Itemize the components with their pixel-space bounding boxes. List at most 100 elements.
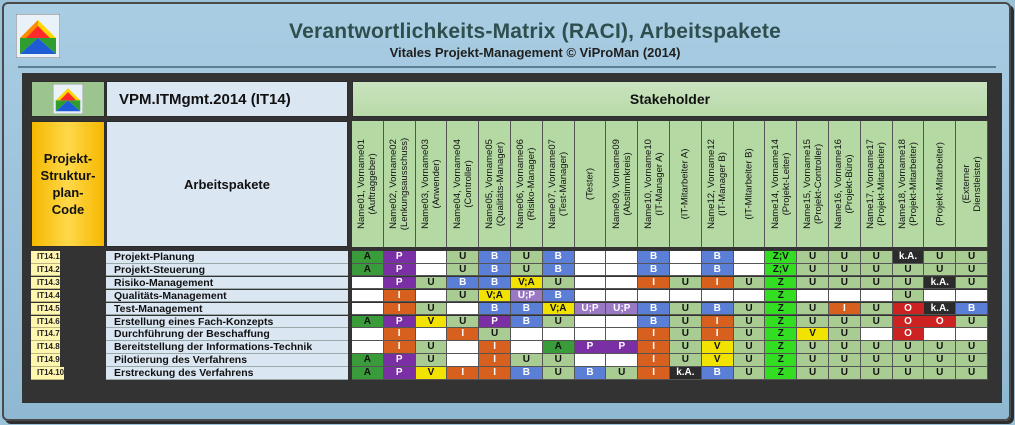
raci-cell[interactable]: U: [892, 263, 925, 277]
raci-cell[interactable]: U: [511, 263, 543, 277]
raci-cell[interactable]: U: [670, 315, 702, 328]
raci-cell[interactable]: V: [415, 367, 448, 380]
raci-cell[interactable]: [352, 341, 384, 354]
raci-cell[interactable]: I: [479, 341, 511, 354]
raci-cell[interactable]: U: [542, 315, 575, 328]
raci-cell[interactable]: A: [352, 263, 384, 277]
raci-cell[interactable]: [606, 263, 639, 277]
raci-cell[interactable]: U: [860, 276, 893, 290]
raci-cell[interactable]: B: [511, 302, 543, 316]
raci-cell[interactable]: V;A: [511, 276, 543, 290]
raci-cell[interactable]: U: [956, 315, 988, 328]
raci-cell[interactable]: U: [956, 354, 988, 367]
raci-cell[interactable]: I: [829, 302, 861, 316]
raci-cell[interactable]: B: [956, 302, 988, 316]
raci-cell[interactable]: U: [415, 341, 448, 354]
raci-cell[interactable]: U: [733, 276, 766, 290]
raci-cell[interactable]: [415, 328, 448, 341]
raci-cell[interactable]: U;P: [606, 302, 639, 316]
raci-cell[interactable]: [574, 263, 607, 277]
raci-cell[interactable]: U: [829, 367, 861, 380]
raci-cell[interactable]: B: [511, 315, 543, 328]
raci-cell[interactable]: V: [701, 354, 734, 367]
raci-cell[interactable]: U: [892, 367, 925, 380]
raci-cell[interactable]: U: [924, 251, 957, 264]
raci-cell[interactable]: I: [701, 315, 734, 328]
raci-cell[interactable]: U: [956, 367, 988, 380]
raci-cell[interactable]: U: [892, 276, 925, 290]
raci-cell[interactable]: U: [829, 341, 861, 354]
raci-cell[interactable]: A: [352, 354, 384, 367]
raci-cell[interactable]: [606, 251, 639, 264]
raci-cell[interactable]: U: [542, 354, 575, 367]
raci-cell[interactable]: U: [733, 341, 766, 354]
raci-cell[interactable]: I: [701, 328, 734, 341]
raci-cell[interactable]: [574, 276, 607, 290]
raci-cell[interactable]: [606, 289, 639, 303]
raci-cell[interactable]: V: [701, 341, 734, 354]
raci-cell[interactable]: [670, 263, 702, 277]
raci-cell[interactable]: B: [638, 302, 670, 316]
raci-cell[interactable]: U: [956, 263, 988, 277]
raci-cell[interactable]: [447, 354, 480, 367]
raci-cell[interactable]: [606, 354, 639, 367]
raci-cell[interactable]: U: [670, 341, 702, 354]
raci-cell[interactable]: P: [574, 341, 607, 354]
raci-cell[interactable]: I: [701, 276, 734, 290]
raci-cell[interactable]: B: [638, 315, 670, 328]
raci-cell[interactable]: [574, 289, 607, 303]
raci-cell[interactable]: [606, 328, 639, 341]
raci-cell[interactable]: Z;V: [765, 251, 798, 264]
raci-cell[interactable]: B: [479, 276, 511, 290]
raci-cell[interactable]: U: [892, 289, 925, 303]
raci-cell[interactable]: U: [733, 367, 766, 380]
raci-cell[interactable]: U: [606, 367, 639, 380]
raci-cell[interactable]: B: [479, 263, 511, 277]
raci-cell[interactable]: I: [447, 367, 480, 380]
raci-cell[interactable]: B: [638, 251, 670, 264]
raci-cell[interactable]: I: [479, 354, 511, 367]
raci-cell[interactable]: U: [924, 367, 957, 380]
raci-cell[interactable]: A: [352, 315, 384, 328]
raci-cell[interactable]: B: [447, 276, 480, 290]
raci-cell[interactable]: B: [542, 251, 575, 264]
raci-cell[interactable]: I: [638, 341, 670, 354]
raci-cell[interactable]: [606, 315, 639, 328]
raci-cell[interactable]: V;A: [542, 302, 575, 316]
raci-cell[interactable]: U;P: [511, 289, 543, 303]
raci-cell[interactable]: B: [701, 251, 734, 264]
raci-cell[interactable]: [924, 328, 957, 341]
raci-cell[interactable]: [415, 251, 448, 264]
raci-cell[interactable]: Z: [765, 289, 798, 303]
raci-cell[interactable]: [956, 289, 988, 303]
raci-cell[interactable]: U: [924, 341, 957, 354]
raci-cell[interactable]: A: [352, 367, 384, 380]
raci-cell[interactable]: U: [670, 302, 702, 316]
raci-cell[interactable]: U: [797, 315, 829, 328]
raci-cell[interactable]: Z;V: [765, 263, 798, 277]
raci-cell[interactable]: U: [447, 315, 480, 328]
raci-cell[interactable]: U: [733, 354, 766, 367]
raci-cell[interactable]: U: [956, 341, 988, 354]
raci-cell[interactable]: [415, 263, 448, 277]
raci-cell[interactable]: [352, 328, 384, 341]
raci-cell[interactable]: B: [542, 289, 575, 303]
raci-cell[interactable]: U: [860, 315, 893, 328]
raci-cell[interactable]: [670, 289, 702, 303]
raci-cell[interactable]: P: [606, 341, 639, 354]
raci-cell[interactable]: U: [670, 354, 702, 367]
raci-cell[interactable]: I: [383, 302, 416, 316]
raci-cell[interactable]: U: [829, 276, 861, 290]
raci-cell[interactable]: I: [638, 276, 670, 290]
raci-cell[interactable]: P: [383, 263, 416, 277]
raci-cell[interactable]: B: [701, 302, 734, 316]
raci-cell[interactable]: U: [860, 354, 893, 367]
raci-cell[interactable]: [670, 251, 702, 264]
raci-cell[interactable]: B: [479, 251, 511, 264]
raci-cell[interactable]: B: [511, 367, 543, 380]
raci-cell[interactable]: P: [479, 315, 511, 328]
raci-cell[interactable]: P: [383, 354, 416, 367]
raci-cell[interactable]: U: [829, 263, 861, 277]
raci-cell[interactable]: [415, 289, 448, 303]
raci-cell[interactable]: [511, 328, 543, 341]
